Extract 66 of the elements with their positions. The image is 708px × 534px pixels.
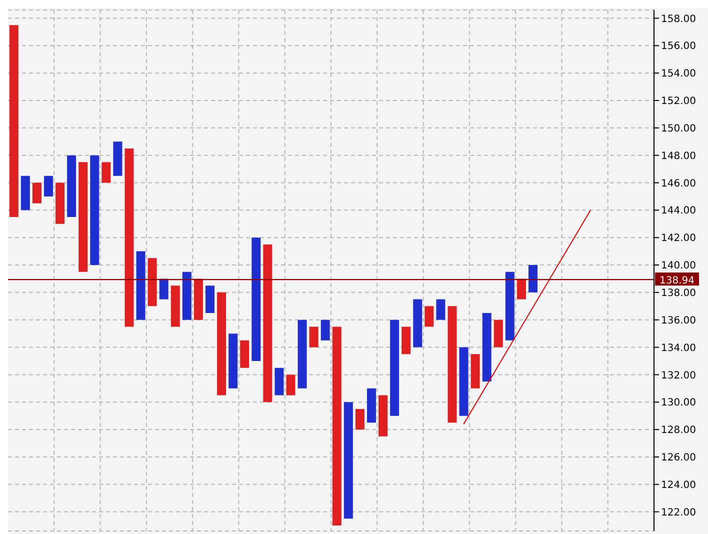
bar [67,155,76,218]
y-tick-label: 142.00 [661,233,696,244]
y-tick-label: 150.00 [661,123,696,134]
bar [182,272,192,320]
bar [390,320,400,416]
bar [263,244,272,402]
y-tick-label: 152.00 [661,96,696,108]
bar [528,265,538,292]
bar [102,162,111,183]
bar [274,368,284,396]
y-tick-label: 132.00 [661,370,696,382]
bar [286,374,296,396]
y-tick-label: 158.00 [661,14,696,25]
y-tick-label: 134.00 [661,342,696,354]
bar [355,408,364,430]
bar [298,320,307,388]
y-tick-label: 126.00 [661,452,696,464]
bar [228,334,238,388]
bar [136,251,146,320]
bar [9,25,18,218]
y-tick-label: 146.00 [661,178,696,190]
y-tick-label: 148.00 [661,150,696,162]
bar [320,320,330,340]
bar [170,286,180,327]
bar [494,320,503,348]
bar [124,148,134,327]
bar [148,258,157,306]
y-tick-label: 130.00 [661,398,696,409]
bar [252,238,261,361]
bar [240,340,250,368]
y-tick-label: 124.00 [661,480,696,491]
bar [113,142,122,176]
bar [470,354,480,388]
y-tick-label: 144.00 [661,206,696,217]
bar [309,326,318,348]
y-tick-label: 138.00 [661,288,696,299]
bar [505,272,514,340]
bar [459,347,468,416]
bar [32,182,42,204]
bar [413,299,422,348]
bar [402,326,411,354]
y-tick-label: 128.00 [661,425,696,436]
bar [332,326,342,526]
bar [516,278,526,300]
bar [78,162,88,272]
y-tick-label: 122.00 [661,507,696,518]
bar [44,176,53,196]
y-tick-label: 156.00 [661,41,696,52]
bar [56,182,65,224]
ref-line-label: 138.94 [660,276,694,287]
bar [205,286,214,314]
bar [217,292,226,396]
bar [424,306,434,327]
bar [436,299,446,320]
bar [366,388,376,423]
bar [159,278,168,300]
bar [378,395,388,436]
y-tick-label: 136.00 [661,315,696,326]
bar [20,176,30,210]
y-tick-label: 140.00 [661,260,696,272]
y-tick-label: 154.00 [661,68,696,80]
bar [194,278,203,320]
bar [482,313,492,382]
bar [448,306,457,423]
bar [344,402,353,519]
bar [90,155,100,266]
